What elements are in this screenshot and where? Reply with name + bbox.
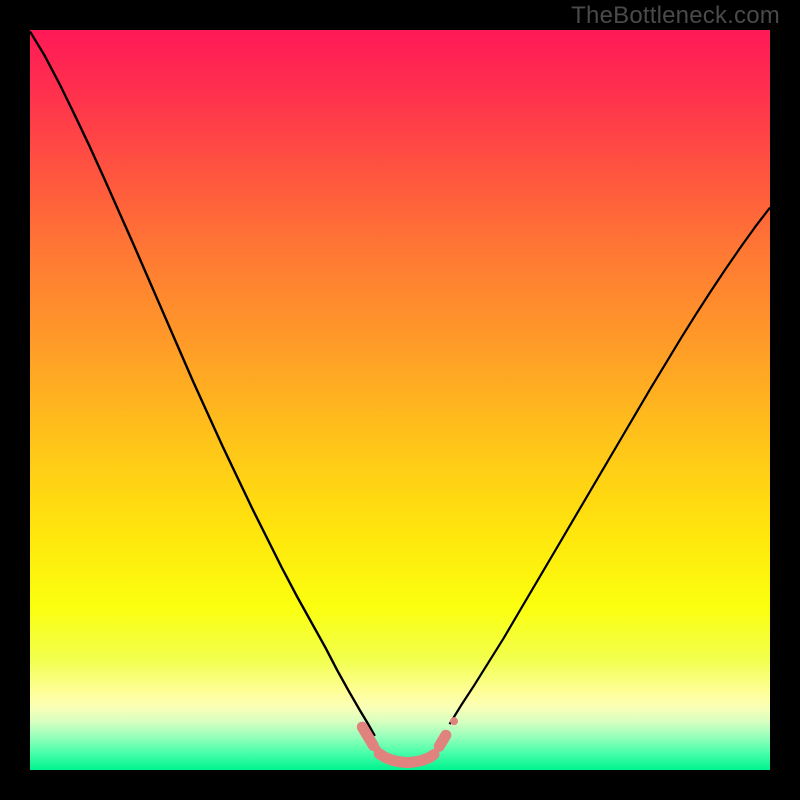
trough-dot-1: [450, 717, 458, 725]
trough-dot-0: [373, 745, 381, 753]
trough-end-stroke-1: [439, 735, 446, 746]
plot-area: [30, 30, 770, 770]
chart-stage: TheBottleneck.com: [0, 0, 800, 800]
watermark-text: TheBottleneck.com: [571, 2, 780, 30]
gradient-background: [30, 30, 770, 770]
